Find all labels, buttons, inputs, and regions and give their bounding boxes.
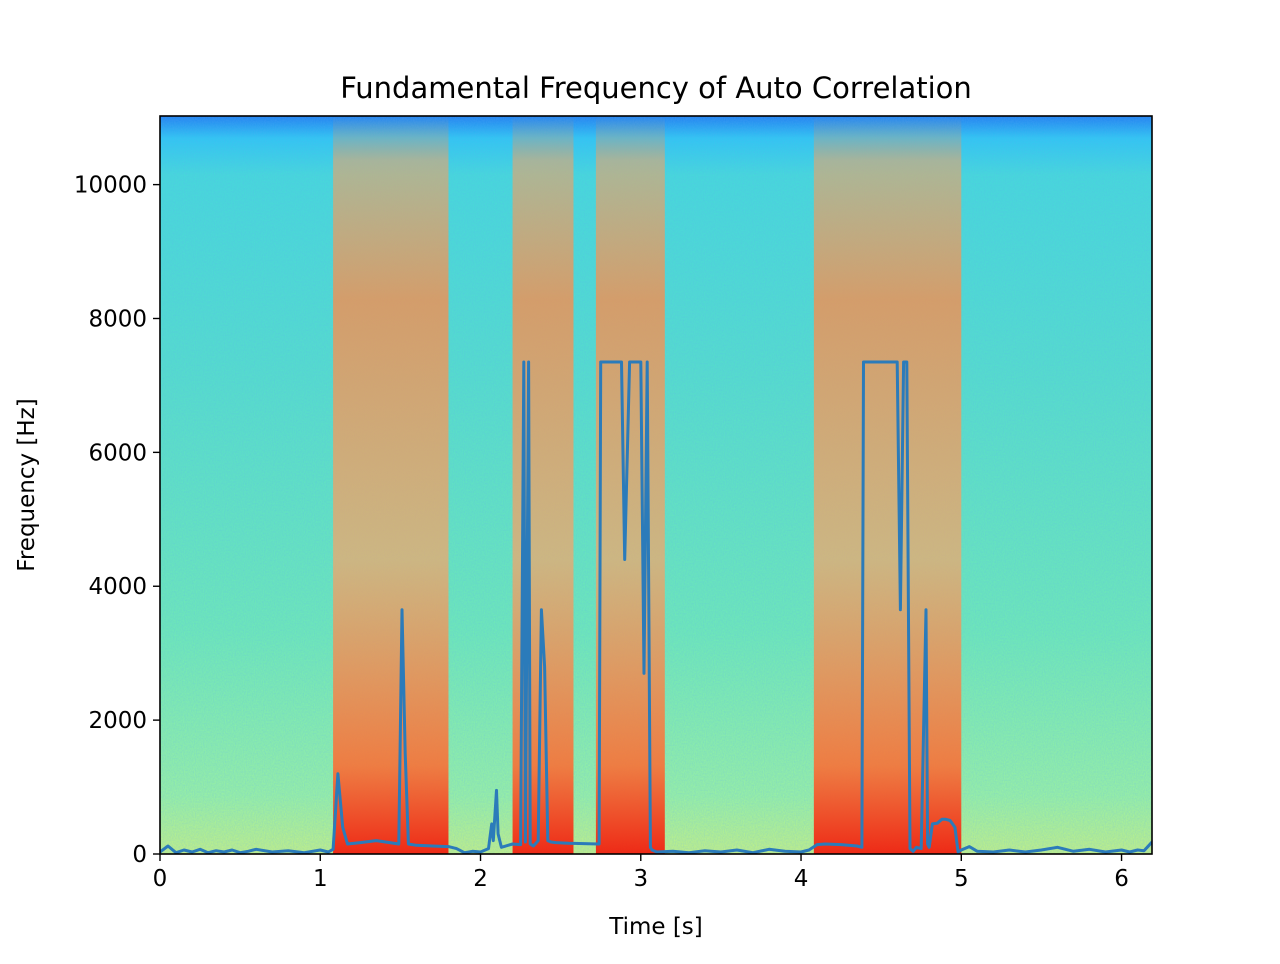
x-tick-label: 1 — [313, 866, 328, 892]
y-tick-label: 6000 — [88, 440, 147, 466]
spectrogram-speech-bursts — [333, 116, 962, 854]
y-axis-label: Frequency [Hz] — [14, 398, 40, 571]
y-axis: 0 2000 4000 6000 8000 10000 — [74, 173, 160, 868]
series-line-f0 — [160, 360, 1152, 854]
x-tick-label: 4 — [794, 866, 809, 892]
speech-burst-3 — [595, 116, 665, 854]
x-axis-label: Time [s] — [608, 914, 703, 940]
chart-title: Fundamental Frequency of Auto Correlatio… — [340, 71, 972, 105]
x-tick-label: 2 — [473, 866, 488, 892]
y-tick-label: 10000 — [74, 173, 147, 199]
speech-burst-4 — [813, 116, 962, 854]
y-tick-label: 0 — [132, 842, 147, 868]
speech-burst-1 — [333, 116, 449, 854]
y-tick-label: 4000 — [88, 574, 147, 600]
plot-frame — [159, 115, 1153, 855]
x-axis: 0 1 2 3 4 5 6 — [153, 854, 1129, 892]
x-tick-label: 0 — [153, 866, 168, 892]
plot-area — [160, 116, 1152, 854]
x-tick-label: 3 — [633, 866, 648, 892]
y-tick-label: 8000 — [88, 306, 147, 332]
y-tick-label: 2000 — [88, 708, 147, 734]
x-tick-label: 6 — [1114, 866, 1129, 892]
x-tick-label: 5 — [954, 866, 969, 892]
